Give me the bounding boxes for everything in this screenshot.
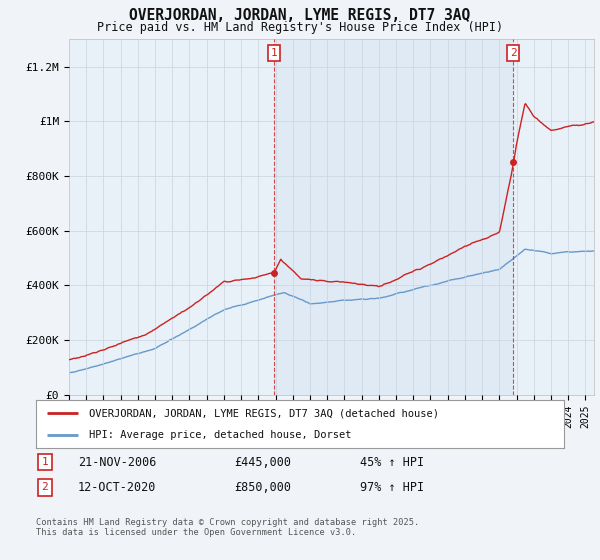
Text: 2: 2 <box>510 48 517 58</box>
Text: OVERJORDAN, JORDAN, LYME REGIS, DT7 3AQ (detached house): OVERJORDAN, JORDAN, LYME REGIS, DT7 3AQ … <box>89 408 439 418</box>
Text: 97% ↑ HPI: 97% ↑ HPI <box>360 480 424 494</box>
Text: £445,000: £445,000 <box>234 455 291 469</box>
Text: 12-OCT-2020: 12-OCT-2020 <box>78 480 157 494</box>
Bar <box>274 39 513 395</box>
Text: Contains HM Land Registry data © Crown copyright and database right 2025.
This d: Contains HM Land Registry data © Crown c… <box>36 518 419 538</box>
Text: HPI: Average price, detached house, Dorset: HPI: Average price, detached house, Dors… <box>89 430 352 440</box>
Text: OVERJORDAN, JORDAN, LYME REGIS, DT7 3AQ: OVERJORDAN, JORDAN, LYME REGIS, DT7 3AQ <box>130 8 470 24</box>
Text: 45% ↑ HPI: 45% ↑ HPI <box>360 455 424 469</box>
Text: 1: 1 <box>41 457 49 467</box>
Text: Price paid vs. HM Land Registry's House Price Index (HPI): Price paid vs. HM Land Registry's House … <box>97 21 503 34</box>
Text: 2: 2 <box>41 482 49 492</box>
Text: 1: 1 <box>271 48 277 58</box>
Text: £850,000: £850,000 <box>234 480 291 494</box>
Text: 21-NOV-2006: 21-NOV-2006 <box>78 455 157 469</box>
